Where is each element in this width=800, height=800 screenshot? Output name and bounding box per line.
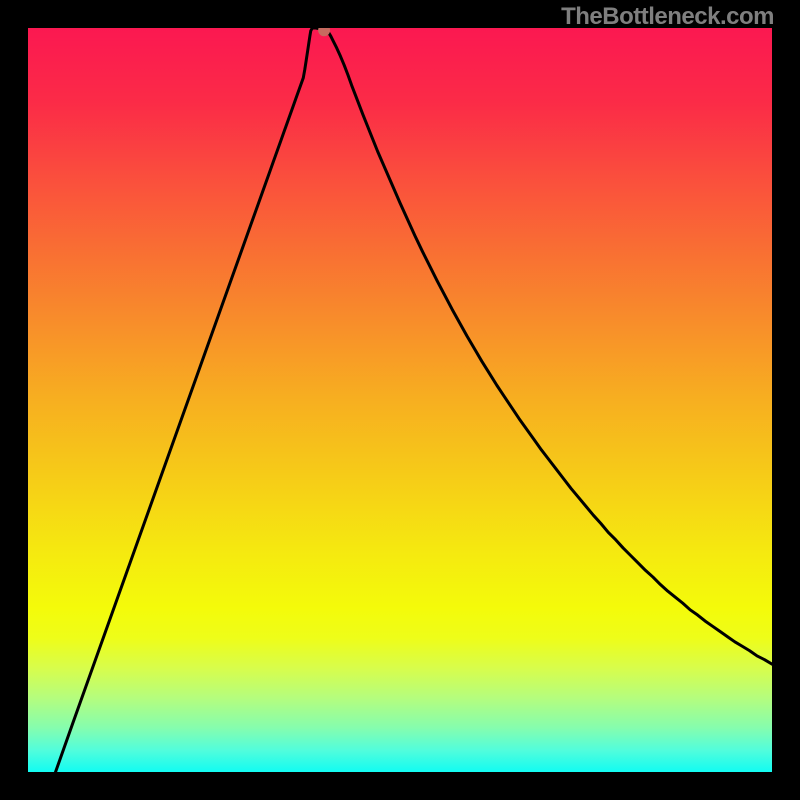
optimal-point-marker: [318, 28, 330, 36]
attribution-label: TheBottleneck.com: [561, 3, 774, 31]
plot-area: [28, 28, 772, 772]
chart-container: TheBottleneck.com: [0, 0, 800, 800]
bottleneck-curve: [56, 28, 772, 772]
curve-overlay: [28, 28, 772, 772]
